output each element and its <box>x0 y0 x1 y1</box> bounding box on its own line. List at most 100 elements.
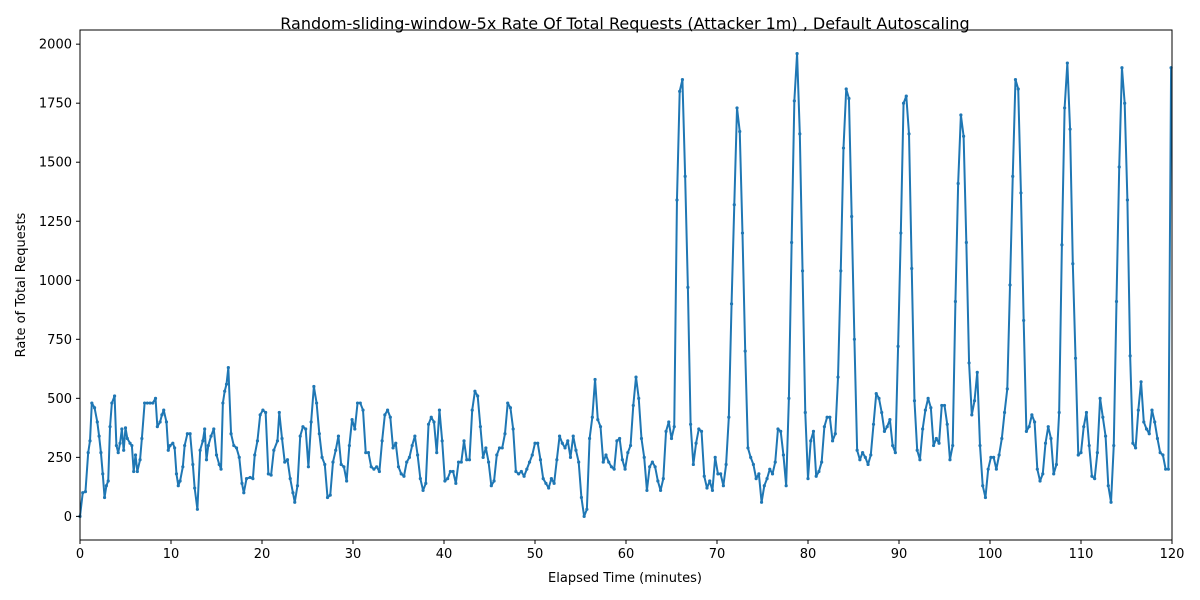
data-point <box>549 477 553 481</box>
data-point <box>315 401 319 405</box>
data-point <box>418 477 422 481</box>
data-point <box>1153 420 1157 424</box>
data-point <box>517 472 521 476</box>
data-point <box>388 415 392 419</box>
data-point <box>768 467 772 471</box>
data-point <box>347 443 351 448</box>
data-point <box>964 240 968 245</box>
data-point <box>773 460 777 464</box>
data-point <box>735 106 739 110</box>
data-point <box>962 134 966 138</box>
data-point <box>1161 453 1165 457</box>
data-point <box>104 484 108 488</box>
data-point <box>272 448 276 452</box>
data-point <box>410 443 414 448</box>
data-point <box>88 439 92 443</box>
data-point <box>1150 408 1154 412</box>
data-point <box>158 420 162 424</box>
data-point <box>893 451 897 455</box>
data-point <box>424 481 428 485</box>
data-point <box>168 443 172 448</box>
data-point <box>1109 500 1113 504</box>
data-point <box>125 436 129 441</box>
data-point <box>1101 415 1105 419</box>
data-point <box>1128 354 1132 358</box>
data-point <box>634 375 638 379</box>
data-point <box>198 448 202 452</box>
data-point <box>99 451 103 455</box>
data-point <box>209 434 213 438</box>
data-point <box>232 443 236 448</box>
data-point <box>185 432 189 436</box>
x-tick-label: 120 <box>1160 547 1185 562</box>
data-point <box>1131 441 1135 445</box>
data-point <box>590 415 594 419</box>
data-point <box>1060 243 1064 247</box>
data-point <box>440 439 444 443</box>
data-point <box>385 408 390 412</box>
data-point <box>956 181 960 186</box>
data-point <box>896 344 900 348</box>
data-point <box>1147 432 1151 436</box>
data-point <box>585 507 589 511</box>
data-point <box>476 394 480 398</box>
x-tick-label: 40 <box>436 547 453 562</box>
data-point <box>710 488 715 493</box>
data-point <box>762 484 766 488</box>
data-point <box>248 475 252 480</box>
data-point <box>275 439 280 443</box>
y-tick-label: 250 <box>47 451 72 466</box>
data-point <box>522 474 526 478</box>
data-point <box>680 77 685 82</box>
data-point <box>369 465 373 469</box>
data-point <box>224 382 229 386</box>
data-point <box>456 460 461 464</box>
data-point <box>1155 436 1160 441</box>
data-point <box>253 453 257 457</box>
data-point <box>234 446 239 450</box>
data-point <box>912 399 917 403</box>
x-tick-label: 110 <box>1069 547 1094 562</box>
data-point <box>173 446 177 450</box>
x-axis: 0 10 20 30 40 50 60 70 80 90 100 110 120 <box>76 540 1185 562</box>
data-point <box>536 441 540 445</box>
data-point <box>915 448 919 452</box>
data-point <box>855 448 859 452</box>
data-point <box>880 410 884 415</box>
data-point <box>1027 425 1031 429</box>
data-point <box>1073 356 1078 360</box>
data-point <box>1068 127 1072 131</box>
y-tick-label: 1500 <box>39 156 72 171</box>
data-point <box>399 472 403 476</box>
data-point <box>495 453 499 457</box>
y-tick-label: 1750 <box>39 97 72 112</box>
data-point <box>560 441 564 445</box>
data-point <box>153 396 158 400</box>
data-point <box>628 443 633 448</box>
data-point <box>598 425 603 429</box>
data-point <box>1008 283 1012 287</box>
data-point <box>852 337 857 341</box>
data-point <box>145 401 149 405</box>
data-point <box>623 467 627 471</box>
data-point <box>151 401 155 405</box>
y-axis: 0 250 500 750 1000 1250 1500 1750 2000 <box>39 38 80 525</box>
data-point <box>342 465 346 469</box>
data-point <box>806 477 810 481</box>
data-point <box>511 427 515 431</box>
data-point <box>544 481 548 485</box>
data-point <box>822 425 826 429</box>
x-tick-label: 10 <box>163 547 180 562</box>
data-point <box>135 469 139 474</box>
data-point <box>195 507 199 511</box>
data-point <box>1084 410 1089 415</box>
data-point <box>650 460 654 464</box>
data-point <box>940 403 944 408</box>
data-point <box>820 460 824 464</box>
data-point <box>377 469 381 474</box>
data-point <box>885 425 889 429</box>
data-point <box>609 465 614 469</box>
data-point <box>122 448 126 452</box>
data-point <box>675 198 679 202</box>
data-point <box>948 458 952 462</box>
